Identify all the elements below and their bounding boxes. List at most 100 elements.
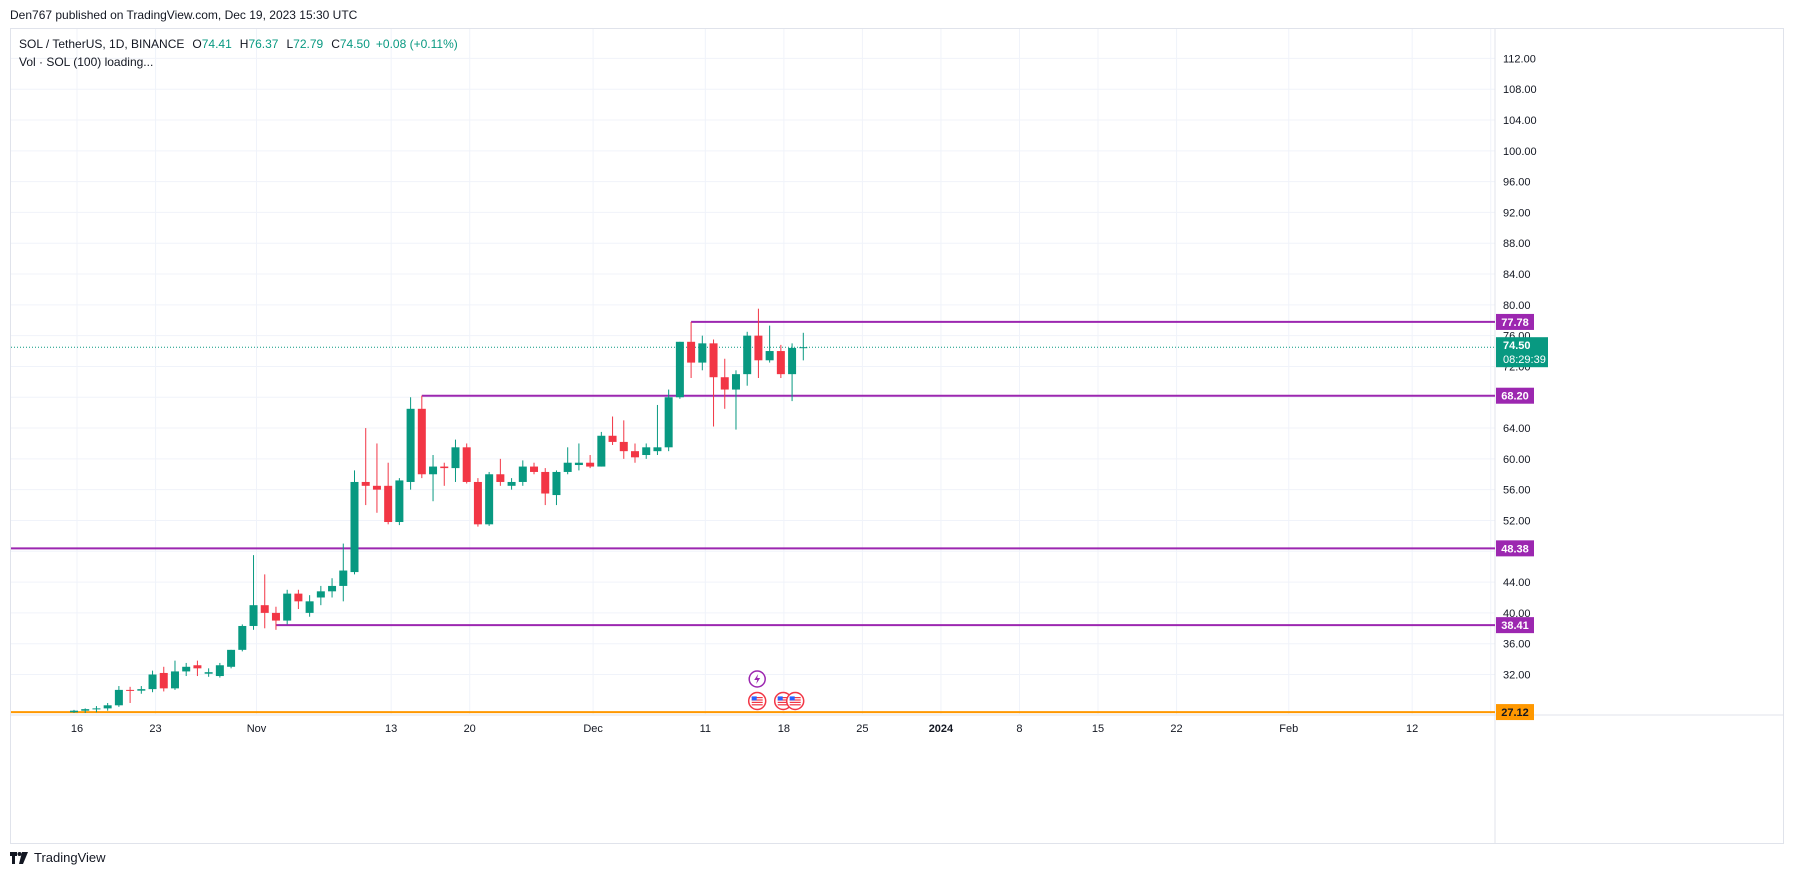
candle-body (473, 481, 482, 525)
candle-body (193, 665, 202, 669)
flag-stripe (777, 701, 789, 703)
tradingview-logo-icon (10, 851, 28, 864)
bar-countdown-label: 08:29:39 (1503, 354, 1546, 366)
symbol-label[interactable]: SOL / TetherUS, 1D, BINANCE (19, 37, 185, 51)
candle-body (339, 570, 348, 586)
candle-body (406, 408, 415, 482)
flag-stripe (789, 699, 801, 701)
candle-body (507, 481, 516, 486)
candle-body (631, 451, 639, 458)
flag-stripe (751, 704, 763, 706)
high-value: 76.37 (248, 37, 279, 51)
high-label: H (239, 37, 249, 51)
level-price-label: 27.12 (1501, 707, 1529, 719)
candle-body (417, 408, 426, 475)
change-value: +0.08 (+0.11%) (375, 37, 458, 51)
level-price-badge (1496, 387, 1534, 404)
y-tick-label: 32.00 (1503, 669, 1531, 681)
candle-body (429, 466, 438, 475)
us-flag-icon (747, 691, 767, 711)
candle-body (788, 347, 797, 375)
candle-body (148, 674, 157, 690)
candle-body (283, 593, 292, 621)
published-caption: Den767 published on TradingView.com, Dec… (10, 8, 358, 22)
x-tick-label: Feb (1279, 723, 1298, 735)
candle-body (653, 447, 662, 452)
y-tick-label: 80.00 (1503, 300, 1531, 312)
candle-body (675, 341, 684, 398)
volume-indicator-label[interactable]: Vol · SOL (100) loading... (19, 55, 154, 69)
x-tick-label: 25 (856, 723, 868, 735)
candle-body (361, 481, 370, 486)
candle-body (462, 447, 471, 482)
x-tick-label: 12 (1406, 723, 1418, 735)
footer-brand[interactable]: TradingView (10, 850, 106, 865)
chart-pane[interactable]: 32.0036.0040.0044.0048.0052.0056.0060.00… (10, 28, 1784, 844)
level-price-badge (1496, 617, 1534, 634)
candle-body (530, 466, 539, 472)
candle-body (698, 343, 707, 363)
candle-body (227, 649, 236, 667)
candle-body (709, 343, 718, 378)
candle-body (350, 481, 359, 573)
ohlc-row: SOL / TetherUS, 1D, BINANCE O74.41 H76.37 L… (19, 35, 458, 53)
flag-canton (789, 696, 795, 701)
level-price-label: 48.38 (1501, 543, 1529, 555)
candle-body (384, 485, 393, 523)
close-value: 74.50 (339, 37, 370, 51)
flag-stripe (777, 699, 789, 701)
close-label: C (331, 37, 340, 51)
y-tick-label: 92.00 (1503, 207, 1531, 219)
flag-stripe (751, 701, 763, 703)
candle-body (720, 377, 729, 390)
candle-body (541, 471, 550, 494)
level-price-label: 77.78 (1501, 317, 1529, 329)
candle-body (664, 397, 673, 448)
y-tick-label: 100.00 (1503, 146, 1537, 158)
lightning-icon (748, 670, 766, 688)
candle-body (451, 447, 460, 469)
candle-body (687, 341, 696, 363)
candle-body (182, 666, 191, 672)
us-flag-icon (785, 691, 805, 711)
last-price-label: 74.50 (1503, 340, 1531, 352)
lightning-icon-bolt (754, 674, 761, 684)
candle-body (608, 435, 617, 442)
candle-body (440, 466, 449, 469)
candle-body (765, 351, 774, 361)
y-tick-label: 84.00 (1503, 269, 1531, 281)
candle-body (103, 705, 112, 709)
low-label: L (286, 37, 294, 51)
x-tick-label: 15 (1092, 723, 1104, 735)
low-value: 72.79 (293, 37, 324, 51)
candle-body (81, 709, 90, 711)
flag-stripe (789, 701, 801, 703)
candle-body (305, 601, 314, 613)
flag-stripe (751, 697, 763, 699)
candle-body (170, 671, 179, 689)
candle-body (204, 672, 213, 674)
candle-body (496, 474, 505, 482)
y-tick-label: 52.00 (1503, 515, 1531, 527)
x-tick-label: Nov (247, 723, 267, 735)
price-chart[interactable]: 32.0036.0040.0044.0048.0052.0056.0060.00… (11, 29, 1784, 844)
footer-brand-label: TradingView (34, 850, 106, 865)
candle-body (642, 447, 651, 456)
open-label: O (192, 37, 202, 51)
candle-body (215, 665, 224, 677)
flag-stripe (777, 697, 789, 699)
y-tick-label: 56.00 (1503, 485, 1531, 497)
flag-canton (777, 696, 783, 701)
candle-body (70, 710, 78, 713)
x-tick-label: 23 (149, 723, 161, 735)
flag-canton (751, 696, 757, 701)
candle-body (754, 335, 763, 361)
x-tick-label: 16 (71, 723, 83, 735)
candle-body (249, 605, 258, 626)
flag-stripe (751, 699, 763, 701)
candle-body (799, 347, 808, 349)
candle-body (518, 466, 527, 482)
chart-legend: SOL / TetherUS, 1D, BINANCE O74.41 H76.37 L… (19, 35, 458, 71)
level-price-badge (1496, 540, 1534, 557)
candle-body (126, 689, 135, 691)
